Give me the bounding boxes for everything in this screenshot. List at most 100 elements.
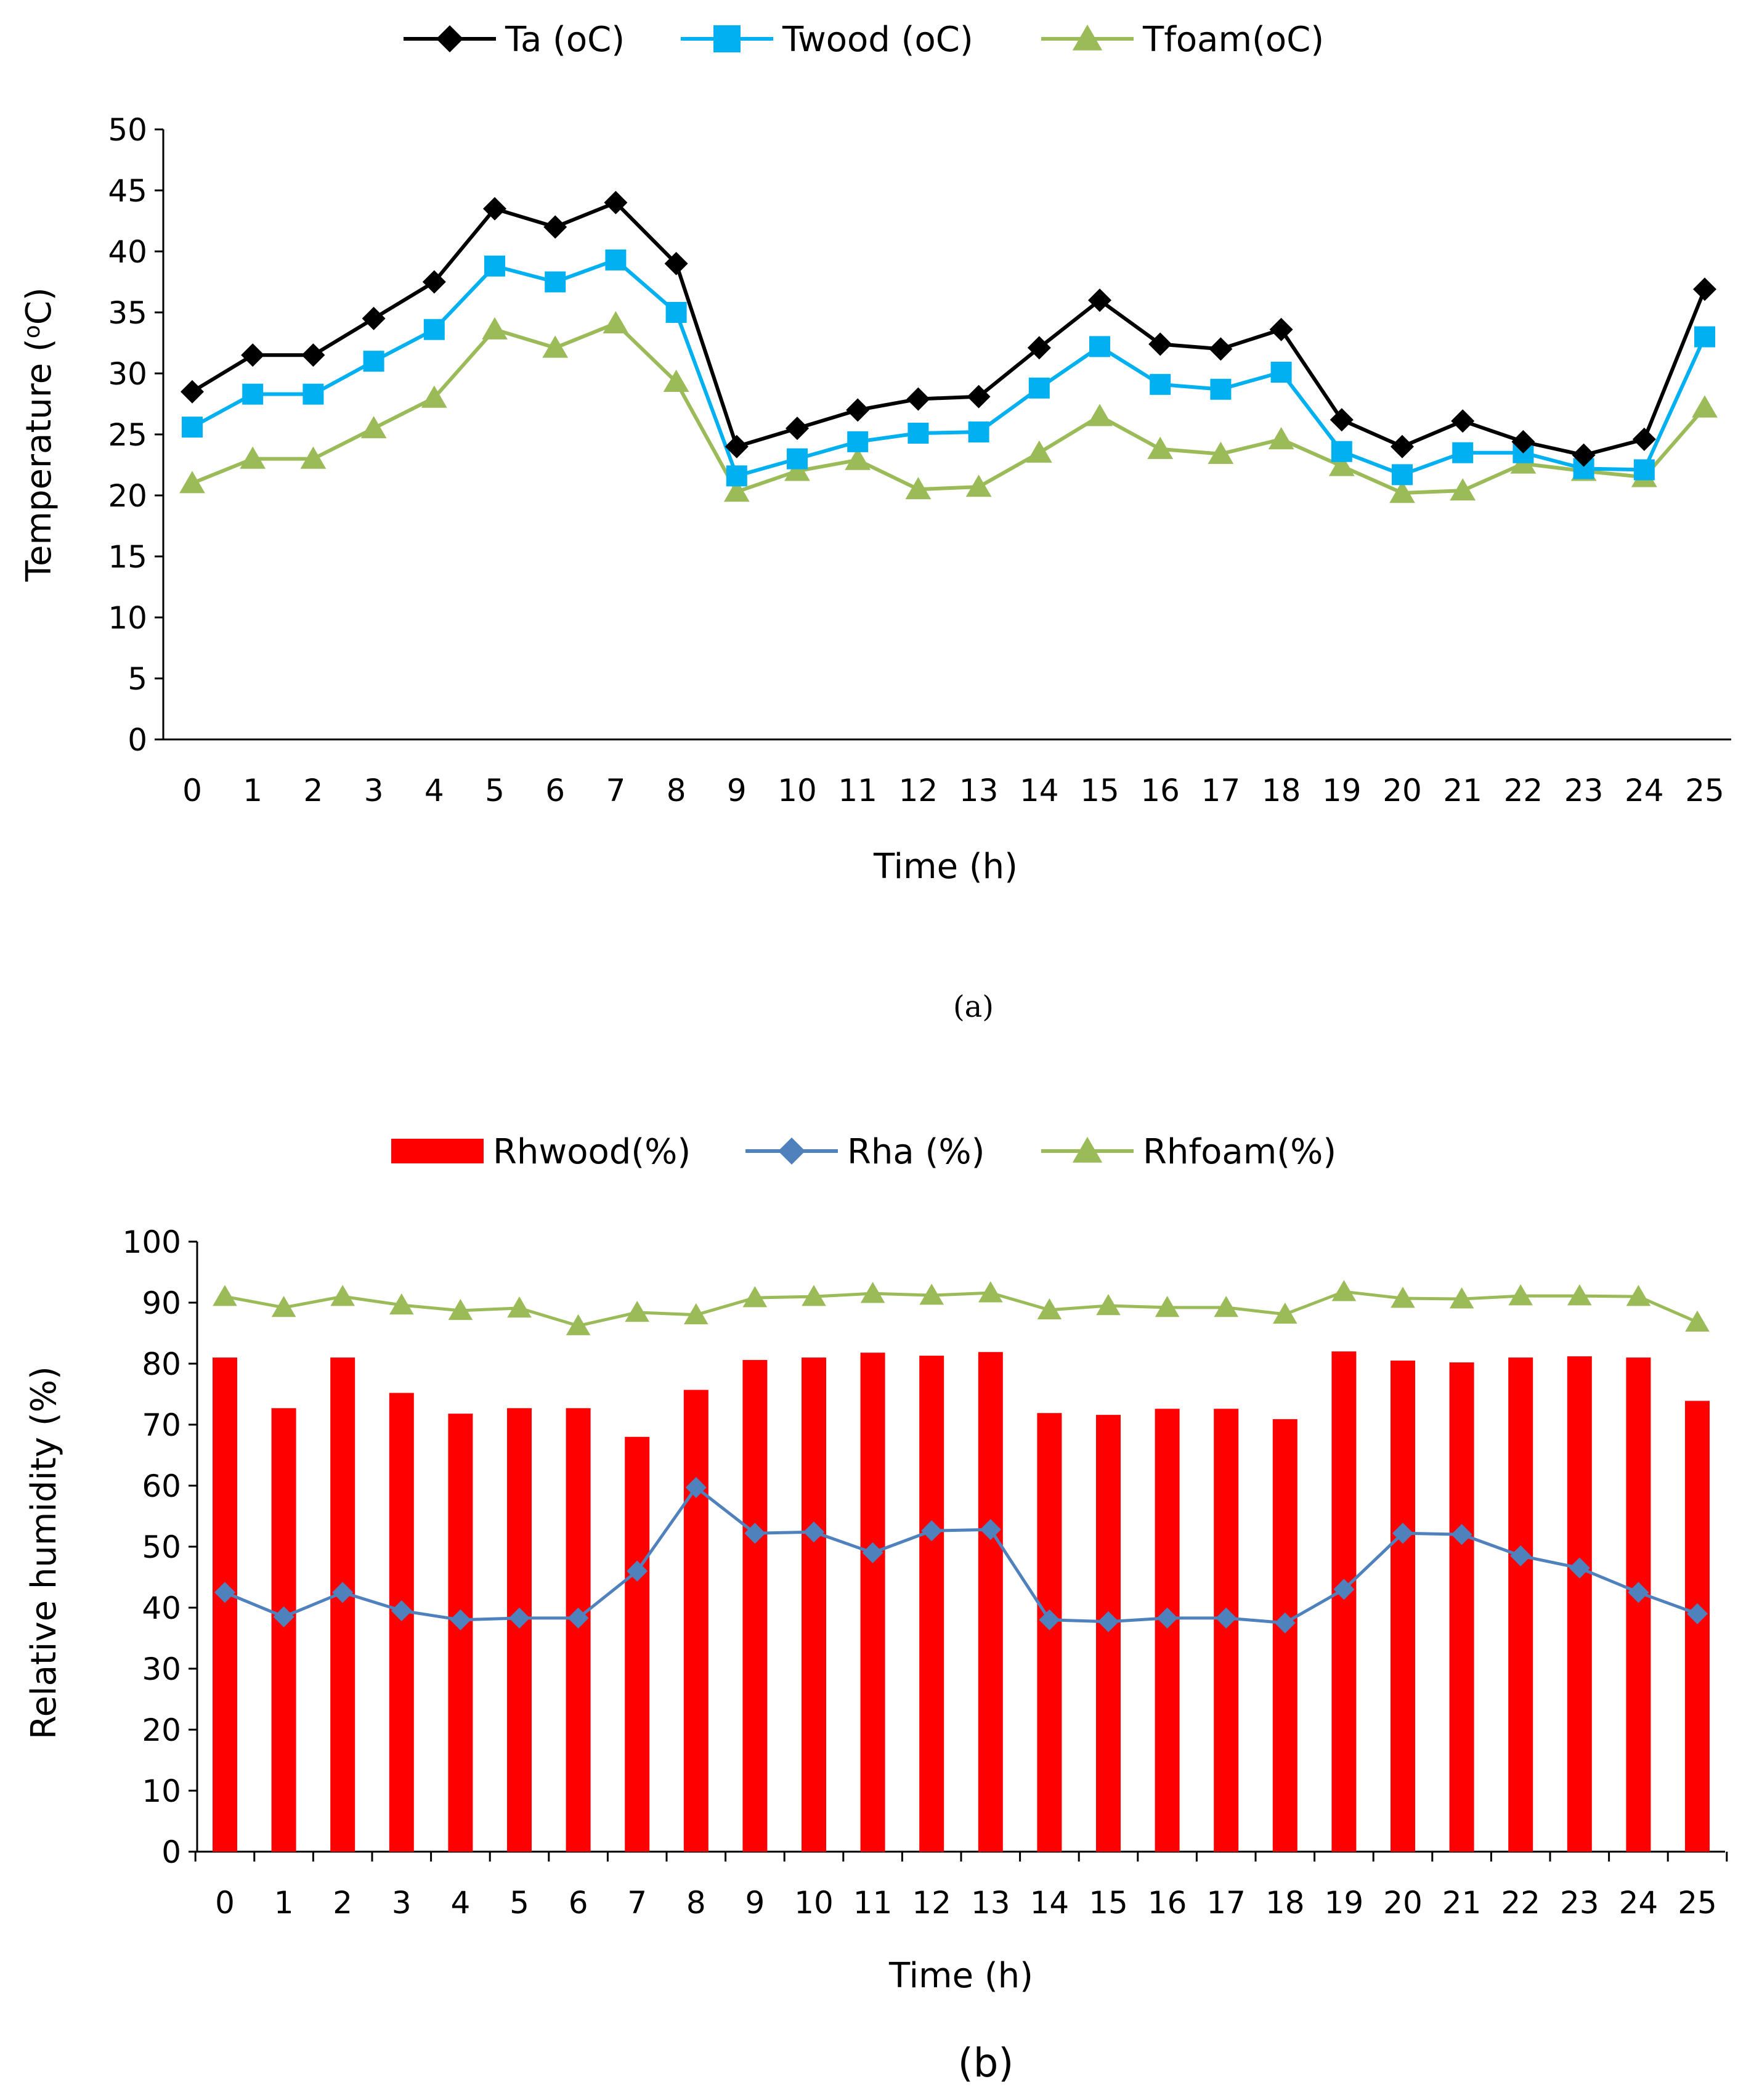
data-point: [604, 190, 628, 214]
x-tick-label: 24: [1625, 773, 1664, 808]
data-point: [860, 1282, 885, 1303]
legend-item-twood-oc: Twood (oC): [681, 20, 973, 60]
data-point: [603, 311, 629, 333]
y-tick-label: 30: [142, 1651, 181, 1687]
legend-marker: [1072, 1136, 1103, 1163]
data-point: [1147, 436, 1174, 459]
x-tick-label: 22: [1504, 773, 1543, 808]
data-point: [725, 434, 749, 458]
bar: [683, 1390, 709, 1852]
series-line-rhfoam: [224, 1290, 1698, 1328]
data-point: [363, 351, 384, 372]
x-tick-label: 1: [274, 1885, 294, 1921]
data-point: [1626, 1285, 1651, 1306]
x-tick-label: 25: [1678, 1885, 1717, 1921]
series-line-rha: [224, 1486, 1698, 1625]
bar: [1508, 1357, 1533, 1852]
bar: [1626, 1357, 1651, 1852]
data-point: [1452, 442, 1474, 463]
x-tick-label: 1: [243, 773, 262, 808]
x-tick-label: 2: [333, 1885, 352, 1921]
data-point: [1693, 277, 1716, 301]
data-point: [665, 302, 687, 323]
data-point: [968, 421, 989, 443]
x-tick-label: 16: [1140, 773, 1180, 808]
x-tick-label: 17: [1201, 773, 1241, 808]
series-rha: [214, 1476, 1708, 1634]
x-tick-label: 5: [510, 1885, 529, 1921]
bar: [330, 1357, 355, 1852]
data-point: [1037, 1298, 1062, 1320]
temperature-x-axis-title: Time (h): [873, 847, 1018, 887]
legend-label: Rhfoam(%): [1143, 1132, 1336, 1172]
temperature-legend: Ta (oC) Twood (oC) Tfoam(oC): [404, 20, 1324, 60]
humidity-legend: Rhwood(%) Rha (%) Rhfoam(%): [391, 1132, 1336, 1172]
data-point: [391, 1600, 412, 1621]
data-point: [684, 1303, 709, 1325]
y-tick-label: 40: [108, 234, 147, 270]
y-title-main: Temperature (: [19, 338, 59, 582]
y-tick-label: 10: [142, 1773, 181, 1809]
y-tick-label: 80: [142, 1346, 181, 1382]
legend-label: Twood (oC): [782, 20, 973, 60]
data-point: [1209, 337, 1233, 361]
bar: [860, 1353, 885, 1852]
y-tick-label: 20: [142, 1712, 181, 1748]
panel-label-a: (a): [953, 990, 994, 1024]
data-point: [1039, 1609, 1060, 1630]
data-point: [1274, 1612, 1296, 1634]
x-tick-label: 15: [1089, 1885, 1128, 1921]
data-point: [1685, 1310, 1710, 1332]
data-point: [744, 1523, 766, 1544]
x-tick-label: 19: [1325, 1885, 1364, 1921]
bar: [507, 1408, 532, 1852]
data-point: [482, 317, 508, 340]
y-tick-label: 0: [161, 1834, 181, 1870]
bar: [1096, 1415, 1121, 1852]
y-tick-label: 40: [142, 1590, 181, 1626]
x-tick-label: 21: [1443, 773, 1482, 808]
bar: [271, 1408, 296, 1852]
y-title-tail: C): [19, 287, 59, 325]
data-point: [919, 1284, 944, 1305]
data-point: [685, 1476, 707, 1498]
data-point: [1569, 1557, 1590, 1579]
data-point: [1028, 377, 1050, 399]
data-point: [726, 465, 747, 487]
data-point: [1331, 1280, 1357, 1301]
x-tick-label: 18: [1265, 1885, 1305, 1921]
y-tick-label: 15: [108, 539, 147, 575]
x-tick-label: 23: [1560, 1885, 1599, 1921]
x-tick-label: 3: [392, 1885, 412, 1921]
bar: [1214, 1409, 1239, 1852]
data-point: [1088, 288, 1111, 312]
data-point: [448, 1298, 473, 1321]
bar: [1331, 1351, 1357, 1852]
x-tick-label: 14: [1020, 773, 1059, 808]
bar: [919, 1356, 944, 1852]
y-tick-label: 25: [108, 417, 147, 453]
bar: [1155, 1409, 1180, 1852]
x-tick-label: 23: [1564, 773, 1604, 808]
data-point: [1273, 1302, 1297, 1324]
x-tick-label: 16: [1148, 1885, 1187, 1921]
data-point: [1633, 459, 1655, 481]
y-tick-label: 100: [123, 1224, 181, 1260]
data-point: [214, 1582, 235, 1603]
y-tick-label: 5: [128, 661, 147, 697]
data-point: [1333, 1579, 1355, 1600]
x-tick-label: 12: [912, 1885, 951, 1921]
data-point: [967, 385, 991, 409]
data-point: [906, 387, 930, 411]
data-point: [1150, 373, 1171, 395]
data-point: [846, 398, 870, 422]
temperature-y-axis-title: Temperature (oC): [19, 287, 59, 582]
legend-item-tfoam-oc: Tfoam(oC): [1041, 20, 1324, 60]
data-point: [242, 383, 264, 405]
data-point: [389, 1293, 414, 1315]
data-point: [1572, 443, 1596, 467]
legend-item-ta-oc: Ta (oC): [404, 20, 625, 60]
data-point: [271, 1296, 296, 1317]
bar: [742, 1360, 768, 1852]
